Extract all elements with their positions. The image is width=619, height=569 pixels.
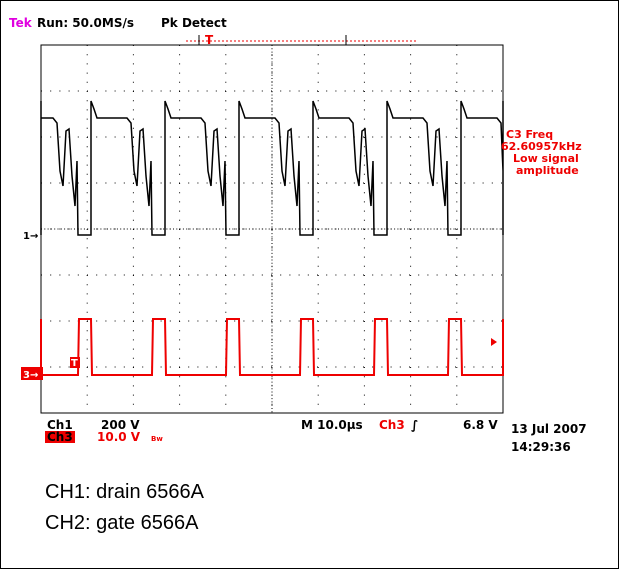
measure-4: amplitude xyxy=(516,164,579,177)
brand: Tek xyxy=(9,16,33,30)
ch1-marker: 1→ xyxy=(23,231,38,242)
measure-2: 62.60957kHz xyxy=(501,140,582,153)
acq-mode: Pk Detect xyxy=(161,16,227,30)
ch1-label: Ch1 xyxy=(47,418,73,432)
trig-source: Ch3 xyxy=(379,418,405,432)
ch3-label-bg xyxy=(45,431,75,443)
ch1-trace xyxy=(40,100,504,236)
ch3-marker-bg xyxy=(21,367,43,380)
trig-marker: T xyxy=(71,358,78,369)
date: 13 Jul 2007 xyxy=(511,422,587,436)
ch3-marker: 3→ xyxy=(23,370,38,381)
timebase: M 10.0µs xyxy=(301,418,363,432)
ch3-label: Ch3 xyxy=(47,430,73,444)
bw-limit: Bw xyxy=(151,435,163,443)
ch3-scale: 10.0 V xyxy=(97,430,141,444)
scope-screen: Tek Run: 50.0MS/s Pk Detect T C3 Freq 62… xyxy=(9,16,587,454)
trigger-pos: T xyxy=(205,33,214,47)
caption-ch1: CH1: drain 6566A xyxy=(45,481,204,503)
trig-level: 6.8 V xyxy=(463,418,498,432)
run-status: Run: 50.0MS/s xyxy=(37,16,134,30)
trig-marker-bg xyxy=(70,357,80,368)
ch1-scale: 200 V xyxy=(101,418,140,432)
grid xyxy=(41,45,503,413)
measure-1: C3 Freq xyxy=(506,128,553,141)
record-brackets xyxy=(198,35,347,45)
measure-3: Low signal xyxy=(513,152,579,165)
time: 14:29:36 xyxy=(511,440,571,454)
caption-ch2: CH2: gate 6566A xyxy=(45,512,199,534)
trig-slope: ∫ xyxy=(411,418,418,432)
trig-level-arrow xyxy=(491,338,497,346)
